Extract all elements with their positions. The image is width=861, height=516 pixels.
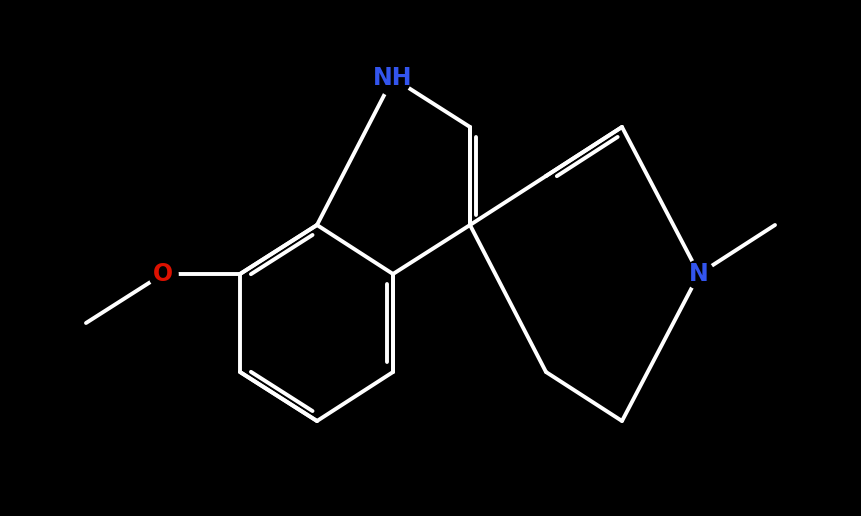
Text: N: N <box>688 262 708 286</box>
Text: NH: NH <box>373 66 412 90</box>
Text: O: O <box>152 262 173 286</box>
